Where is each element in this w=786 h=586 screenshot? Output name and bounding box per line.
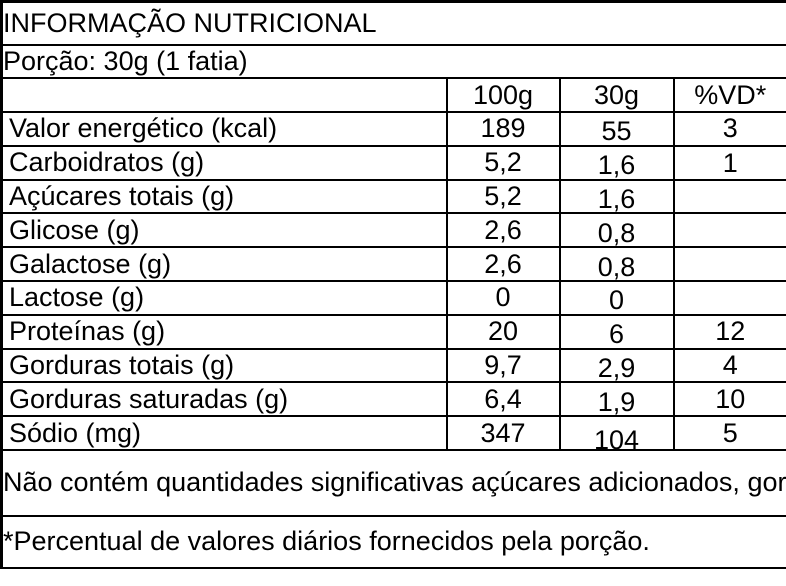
value-30g: 0,8 [558,212,675,249]
nutrient-row-gorduras-saturadas: Gorduras saturadas (g) 6,4 1,9 10 [0,381,786,418]
value-vd [672,280,786,316]
column-header-empty [0,77,448,114]
value-vd: 1 [672,144,786,181]
nutrient-row-lactose: Lactose (g) 0 0 [0,280,786,316]
nutrient-label: Sódio (mg) [0,415,448,452]
nutrient-label: Galactose (g) [0,246,448,283]
nutrient-row-energia: Valor energético (kcal) 189 55 3 [0,111,786,147]
value-30g: 0 [558,280,675,316]
value-30g: 104 [558,415,675,452]
label-title: INFORMAÇÃO NUTRICIONAL [0,0,786,46]
nutrient-row-galactose: Galactose (g) 2,6 0,8 [0,246,786,283]
value-100g: 20 [445,313,561,350]
value-100g: 9,7 [445,347,561,384]
value-30g: 6 [558,313,675,350]
value-30g: 1,6 [558,144,675,181]
nutrient-label: Gorduras totais (g) [0,347,448,384]
value-100g: 189 [445,111,561,147]
nutrient-label: Valor energético (kcal) [0,111,448,147]
daily-values-footnote: *Percentual de valores diários fornecido… [0,515,786,570]
column-header-30g: 30g [558,77,675,114]
value-30g: 55 [558,111,675,147]
value-vd: 5 [672,415,786,452]
value-100g: 0 [445,280,561,316]
value-30g: 1,6 [558,178,675,215]
nutrient-label: Açúcares totais (g) [0,178,448,215]
serving-size: Porção: 30g (1 fatia) [0,43,786,80]
nutrient-label: Glicose (g) [0,212,448,249]
nutrient-row-gorduras-totais: Gorduras totais (g) 9,7 2,9 4 [0,347,786,384]
nutrient-row-sodio: Sódio (mg) 347 104 5 [0,415,786,452]
nutrient-row-glicose: Glicose (g) 2,6 0,8 [0,212,786,249]
nutrient-row-proteinas: Proteínas (g) 20 6 12 [0,313,786,350]
value-vd: 10 [672,381,786,418]
value-30g: 2,9 [558,347,675,384]
value-100g: 6,4 [445,381,561,418]
nutrient-label: Gorduras saturadas (g) [0,381,448,418]
value-vd: 12 [672,313,786,350]
value-30g: 1,9 [558,381,675,418]
value-vd: 4 [672,347,786,384]
value-100g: 2,6 [445,246,561,283]
value-100g: 5,2 [445,144,561,181]
value-100g: 347 [445,415,561,452]
value-100g: 5,2 [445,178,561,215]
column-header-vd: %VD* [672,77,786,114]
nutrient-label: Lactose (g) [0,280,448,316]
nutrient-row-carboidratos: Carboidratos (g) 5,2 1,6 1 [0,144,786,181]
value-vd: 3 [672,111,786,147]
value-30g: 0,8 [558,246,675,283]
value-vd [672,246,786,283]
nutrient-label: Proteínas (g) [0,313,448,350]
value-vd [672,178,786,215]
nutrition-table: INFORMAÇÃO NUTRICIONAL Porção: 30g (1 fa… [0,0,786,570]
nutrient-row-acucares: Açúcares totais (g) 5,2 1,6 [0,178,786,215]
no-significant-amounts-note: Não contém quantidades significativas aç… [0,449,786,518]
value-vd [672,212,786,249]
column-header-100g: 100g [445,77,561,114]
nutrient-label: Carboidratos (g) [0,144,448,181]
value-100g: 2,6 [445,212,561,249]
